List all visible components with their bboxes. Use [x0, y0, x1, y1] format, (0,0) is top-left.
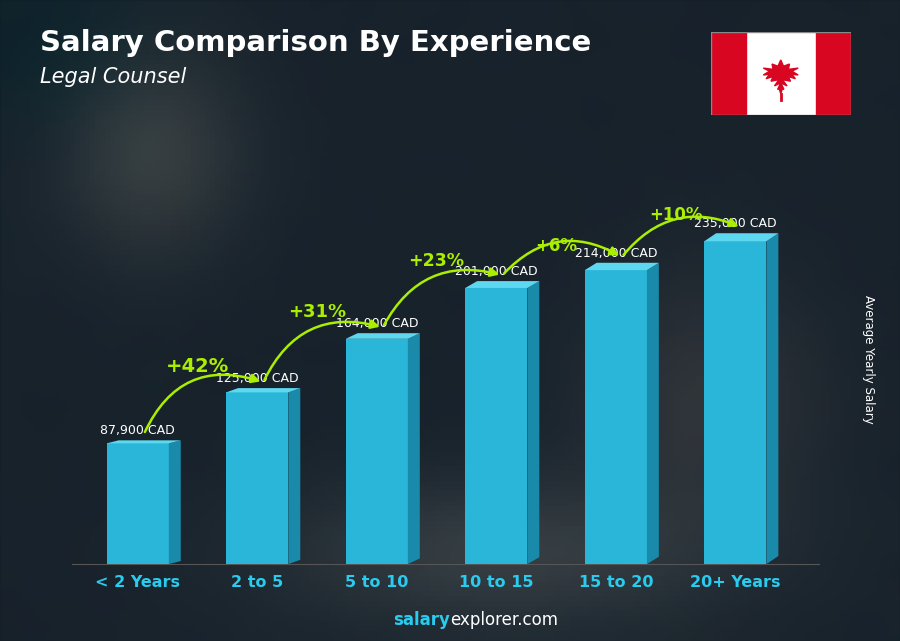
Bar [465, 288, 527, 564]
Text: explorer.com: explorer.com [450, 611, 558, 629]
Bar [711, 32, 746, 115]
Polygon shape [767, 233, 778, 564]
Polygon shape [107, 440, 181, 444]
Text: 201,000 CAD: 201,000 CAD [455, 265, 537, 278]
Polygon shape [346, 333, 419, 339]
Polygon shape [288, 388, 301, 564]
Text: 125,000 CAD: 125,000 CAD [216, 372, 299, 385]
Polygon shape [647, 263, 659, 564]
Text: +31%: +31% [288, 303, 346, 321]
Text: 87,900 CAD: 87,900 CAD [101, 424, 176, 437]
Text: +42%: +42% [166, 357, 230, 376]
Text: Legal Counsel: Legal Counsel [40, 67, 187, 87]
Bar [226, 392, 288, 564]
Polygon shape [705, 233, 778, 241]
Text: Average Yearly Salary: Average Yearly Salary [862, 295, 875, 423]
Text: 164,000 CAD: 164,000 CAD [336, 317, 418, 330]
Text: Salary Comparison By Experience: Salary Comparison By Experience [40, 29, 592, 57]
Polygon shape [226, 388, 301, 392]
Polygon shape [169, 440, 181, 564]
Polygon shape [527, 281, 539, 564]
Bar [815, 32, 850, 115]
Text: salary: salary [393, 611, 450, 629]
Text: 214,000 CAD: 214,000 CAD [574, 247, 657, 260]
Polygon shape [465, 281, 539, 288]
Bar [705, 241, 767, 564]
Bar [107, 444, 169, 564]
Text: +6%: +6% [536, 237, 577, 255]
Polygon shape [763, 60, 798, 94]
Bar [346, 339, 408, 564]
Text: 235,000 CAD: 235,000 CAD [694, 217, 777, 230]
Text: +23%: +23% [409, 251, 464, 270]
Polygon shape [585, 263, 659, 270]
Bar [585, 270, 647, 564]
Text: +10%: +10% [649, 206, 702, 224]
Polygon shape [408, 333, 419, 564]
